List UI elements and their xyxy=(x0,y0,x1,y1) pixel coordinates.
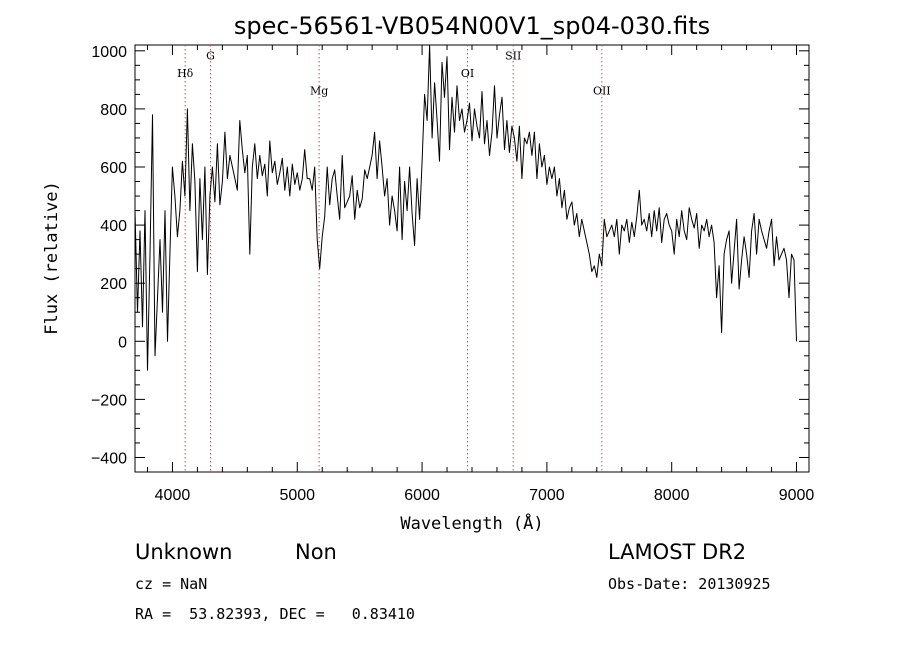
object-subclass: Non xyxy=(295,540,337,564)
x-tick-label: 7000 xyxy=(529,487,565,504)
spectrum-series-line xyxy=(135,45,797,371)
x-tick-label: 9000 xyxy=(779,487,815,504)
line-marker-label-5: OII xyxy=(593,84,611,97)
y-tick-label: 0 xyxy=(118,334,127,351)
redshift-cz: cz = NaN xyxy=(135,575,208,593)
y-tick-label: 800 xyxy=(100,102,127,119)
y-tick-label: −200 xyxy=(91,392,127,409)
x-tick-label: 4000 xyxy=(155,487,191,504)
object-class: Unknown xyxy=(135,540,233,564)
y-tick-label: 1000 xyxy=(91,44,127,61)
ticks-layer: 4000 5000 6000 7000 8000 9000 −400 −200 0 200 400 6… xyxy=(91,44,814,504)
line-marker-label-0: Hδ xyxy=(177,67,194,80)
line-markers-layer: Hδ G Mg OI SII OII xyxy=(177,45,611,472)
x-axis-label: Wavelength (Å) xyxy=(400,512,543,534)
y-tick-label: −400 xyxy=(91,450,127,467)
ra-dec-coords: RA = 53.82393, DEC = 0.83410 xyxy=(135,605,415,623)
line-marker-label-1: G xyxy=(206,50,215,63)
line-marker-label-4: SII xyxy=(505,50,521,63)
x-tick-label: 6000 xyxy=(404,487,440,504)
survey-name: LAMOST DR2 xyxy=(608,540,747,564)
y-tick-label: 200 xyxy=(100,276,127,293)
line-marker-label-2: Mg xyxy=(310,84,328,97)
plot-frame xyxy=(134,44,810,473)
y-tick-label: 600 xyxy=(100,160,127,177)
y-tick-label: 400 xyxy=(100,218,127,235)
x-tick-label: 8000 xyxy=(654,487,690,504)
series-layer xyxy=(135,45,797,371)
x-tick-label: 5000 xyxy=(279,487,315,504)
obs-date: Obs-Date: 20130925 xyxy=(608,575,771,593)
line-marker-label-3: OI xyxy=(461,67,474,80)
chart-title: spec-56561-VB054N00V1_sp04-030.fits xyxy=(234,12,710,40)
y-axis-label: Flux (relative) xyxy=(42,181,62,335)
